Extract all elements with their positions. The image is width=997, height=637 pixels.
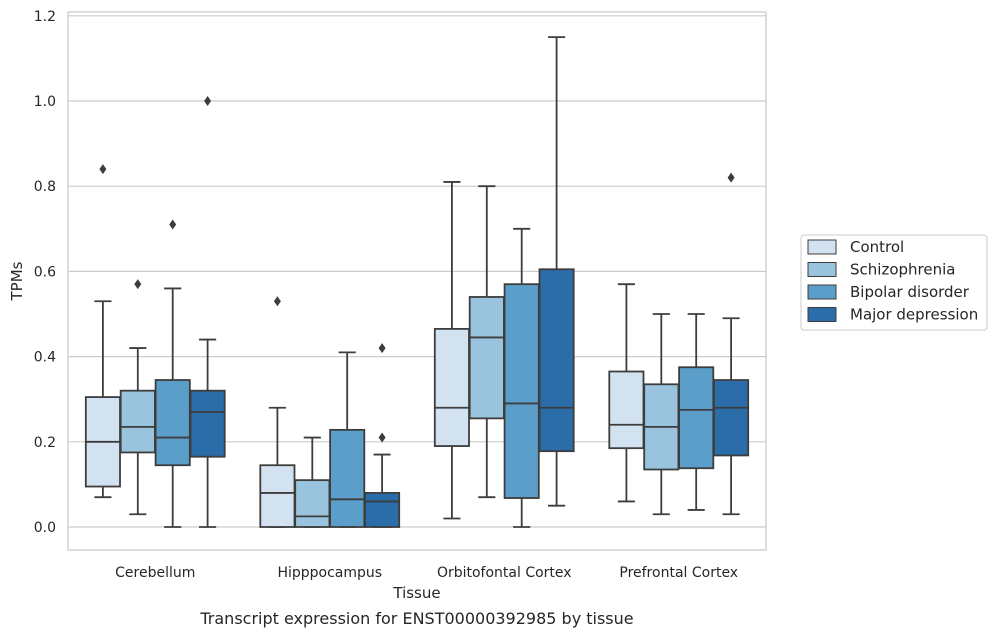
box-rect	[608, 370, 645, 450]
x-axis-label: Tissue	[392, 584, 440, 602]
box-rect	[433, 328, 470, 447]
box-3-2	[678, 313, 715, 511]
legend-label: Control	[850, 238, 904, 256]
box-2-3	[538, 36, 575, 507]
legend: Control Schizophrenia Bipolar disorder Majo…	[800, 234, 988, 331]
outlier-point	[273, 296, 281, 307]
box-rect	[329, 428, 366, 528]
box-2-1	[468, 185, 505, 499]
outlier-point	[204, 96, 212, 106]
box-rect	[503, 283, 540, 499]
box-3-3	[713, 172, 750, 516]
box-3-0	[608, 283, 645, 503]
y-tick-label: 0.0	[34, 520, 56, 536]
box-2-0	[433, 181, 470, 520]
outlier-point	[378, 343, 386, 354]
box-0-3	[189, 96, 226, 528]
y-tick-labels: 0.0 0.2 0.4 0.6 0.8 1.0 1.2	[34, 9, 56, 536]
y-tick-label: 0.2	[34, 435, 56, 451]
y-tick-label: 0.8	[34, 179, 56, 195]
outlier-point	[727, 172, 735, 183]
box-rect	[259, 464, 296, 528]
x-tick-labels: Cerebellum Hipppocampus Orbitofontal Corte…	[115, 565, 738, 581]
box-rect	[713, 379, 750, 457]
legend-label: Bipolar disorder	[850, 283, 970, 301]
y-tick-label: 1.2	[34, 9, 56, 25]
box-3-1	[643, 313, 680, 516]
plot-frame	[67, 11, 767, 551]
y-tick-label: 1.0	[34, 94, 56, 110]
box-1-3	[364, 343, 401, 528]
box-1-2	[329, 351, 366, 528]
box-rect	[678, 366, 715, 470]
x-tick-label: Orbitofontal Cortex	[437, 565, 572, 581]
box-rect	[294, 479, 331, 528]
box-rect	[189, 389, 226, 458]
outlier-point	[134, 279, 142, 290]
x-tick-label: Prefrontal Cortex	[619, 565, 738, 581]
box-1-1	[294, 436, 331, 528]
outlier-point	[99, 164, 107, 175]
box-2-2	[503, 227, 540, 528]
legend-frame	[800, 234, 988, 331]
legend-swatch	[807, 307, 837, 322]
outlier-point	[169, 219, 177, 230]
chart-caption: Transcript expression for ENST0000039298…	[199, 609, 633, 628]
box-1-0	[259, 296, 296, 528]
box-0-1	[119, 279, 156, 516]
box-rect	[119, 389, 156, 454]
legend-swatch	[807, 262, 837, 277]
box-rect	[364, 492, 401, 528]
box-rect	[154, 379, 191, 467]
legend-swatch	[807, 284, 837, 300]
box-0-0	[84, 164, 121, 499]
x-tick-label: Cerebellum	[115, 565, 195, 581]
box-rect	[538, 268, 575, 453]
y-tick-label: 0.6	[34, 264, 56, 280]
outlier-point	[378, 432, 386, 443]
x-tick-label: Hipppocampus	[277, 565, 382, 581]
box-plot-area	[84, 36, 750, 528]
legend-label: Schizophrenia	[850, 261, 955, 279]
box-rect	[468, 296, 505, 420]
legend-label: Major depression	[850, 306, 978, 324]
box-0-2	[154, 219, 191, 528]
y-axis-label: TPMs	[8, 261, 26, 301]
y-tick-label: 0.4	[34, 350, 56, 366]
legend-swatch	[807, 239, 837, 255]
